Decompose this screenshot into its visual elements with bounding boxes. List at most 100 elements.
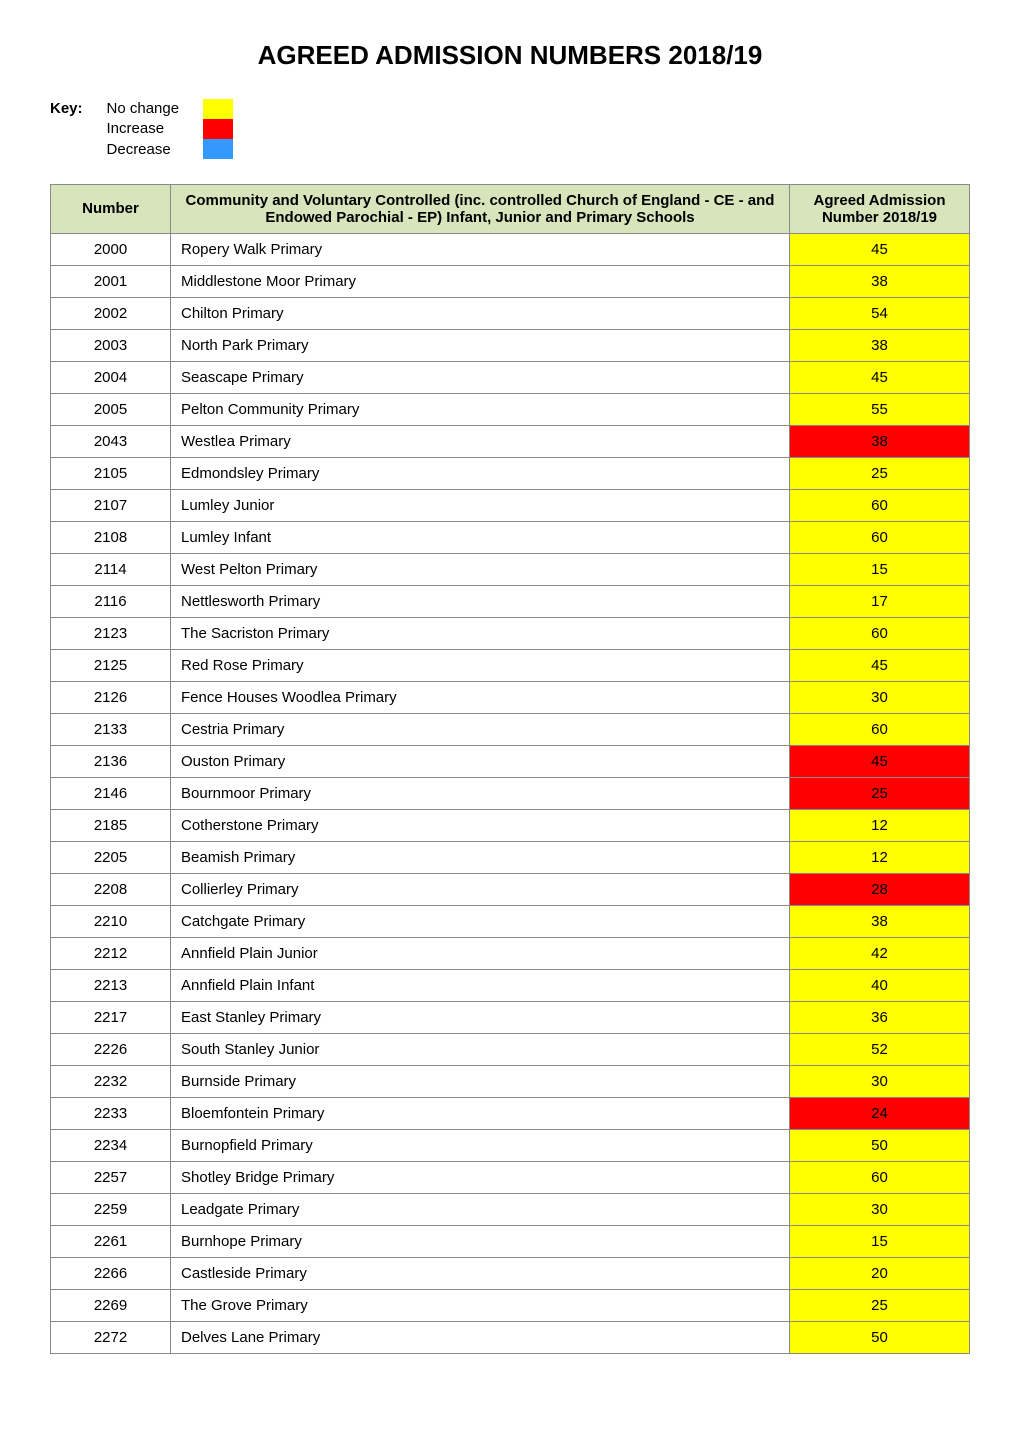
cell-admission-number: 50: [790, 1321, 970, 1353]
table-row: 2116Nettlesworth Primary17: [51, 585, 970, 617]
admissions-table: Number Community and Voluntary Controlle…: [50, 184, 970, 1354]
cell-number: 2000: [51, 233, 171, 265]
cell-number: 2125: [51, 649, 171, 681]
cell-school-name: Shotley Bridge Primary: [171, 1161, 790, 1193]
key-item-decrease: Decrease: [107, 140, 180, 160]
cell-number: 2261: [51, 1225, 171, 1257]
cell-admission-number: 38: [790, 425, 970, 457]
cell-number: 2133: [51, 713, 171, 745]
cell-admission-number: 15: [790, 1225, 970, 1257]
cell-number: 2259: [51, 1193, 171, 1225]
table-row: 2212Annfield Plain Junior42: [51, 937, 970, 969]
cell-admission-number: 25: [790, 1289, 970, 1321]
cell-number: 2136: [51, 745, 171, 777]
key-swatches: [203, 99, 233, 159]
table-row: 2105Edmondsley Primary25: [51, 457, 970, 489]
cell-school-name: Burnside Primary: [171, 1065, 790, 1097]
cell-school-name: Delves Lane Primary: [171, 1321, 790, 1353]
cell-number: 2272: [51, 1321, 171, 1353]
cell-admission-number: 20: [790, 1257, 970, 1289]
cell-school-name: Leadgate Primary: [171, 1193, 790, 1225]
cell-number: 2146: [51, 777, 171, 809]
cell-number: 2126: [51, 681, 171, 713]
cell-number: 2043: [51, 425, 171, 457]
table-row: 2004Seascape Primary45: [51, 361, 970, 393]
cell-admission-number: 50: [790, 1129, 970, 1161]
table-row: 2259Leadgate Primary30: [51, 1193, 970, 1225]
cell-admission-number: 17: [790, 585, 970, 617]
cell-admission-number: 12: [790, 841, 970, 873]
cell-school-name: Beamish Primary: [171, 841, 790, 873]
cell-school-name: Cotherstone Primary: [171, 809, 790, 841]
swatch-increase: [203, 119, 233, 139]
cell-number: 2116: [51, 585, 171, 617]
cell-number: 2213: [51, 969, 171, 1001]
cell-school-name: Burnhope Primary: [171, 1225, 790, 1257]
table-row: 2257Shotley Bridge Primary60: [51, 1161, 970, 1193]
cell-school-name: Annfield Plain Junior: [171, 937, 790, 969]
cell-number: 2114: [51, 553, 171, 585]
cell-number: 2217: [51, 1001, 171, 1033]
col-header-number: Number: [51, 184, 171, 233]
cell-admission-number: 38: [790, 265, 970, 297]
cell-admission-number: 40: [790, 969, 970, 1001]
cell-admission-number: 25: [790, 777, 970, 809]
cell-admission-number: 45: [790, 361, 970, 393]
cell-school-name: North Park Primary: [171, 329, 790, 361]
cell-admission-number: 24: [790, 1097, 970, 1129]
key-label: Key:: [50, 99, 83, 117]
table-body: 2000Ropery Walk Primary452001Middlestone…: [51, 233, 970, 1353]
table-row: 2126Fence Houses Woodlea Primary30: [51, 681, 970, 713]
cell-admission-number: 30: [790, 1193, 970, 1225]
cell-number: 2185: [51, 809, 171, 841]
cell-number: 2233: [51, 1097, 171, 1129]
cell-admission-number: 42: [790, 937, 970, 969]
table-row: 2000Ropery Walk Primary45: [51, 233, 970, 265]
table-row: 2233Bloemfontein Primary24: [51, 1097, 970, 1129]
cell-admission-number: 60: [790, 713, 970, 745]
cell-school-name: Collierley Primary: [171, 873, 790, 905]
table-row: 2003North Park Primary38: [51, 329, 970, 361]
table-row: 2002Chilton Primary54: [51, 297, 970, 329]
cell-school-name: Ouston Primary: [171, 745, 790, 777]
table-header-row: Number Community and Voluntary Controlle…: [51, 184, 970, 233]
cell-admission-number: 30: [790, 681, 970, 713]
cell-admission-number: 52: [790, 1033, 970, 1065]
cell-number: 2234: [51, 1129, 171, 1161]
table-row: 2232Burnside Primary30: [51, 1065, 970, 1097]
cell-school-name: South Stanley Junior: [171, 1033, 790, 1065]
cell-number: 2004: [51, 361, 171, 393]
table-row: 2185Cotherstone Primary12: [51, 809, 970, 841]
cell-admission-number: 54: [790, 297, 970, 329]
cell-admission-number: 60: [790, 521, 970, 553]
key-legend: Key: No change Increase Decrease: [50, 99, 970, 160]
cell-school-name: The Grove Primary: [171, 1289, 790, 1321]
table-row: 2005Pelton Community Primary55: [51, 393, 970, 425]
cell-number: 2001: [51, 265, 171, 297]
cell-school-name: Annfield Plain Infant: [171, 969, 790, 1001]
cell-number: 2108: [51, 521, 171, 553]
cell-number: 2232: [51, 1065, 171, 1097]
cell-admission-number: 45: [790, 233, 970, 265]
col-header-school: Community and Voluntary Controlled (inc.…: [171, 184, 790, 233]
cell-school-name: Lumley Infant: [171, 521, 790, 553]
cell-school-name: Seascape Primary: [171, 361, 790, 393]
cell-admission-number: 12: [790, 809, 970, 841]
cell-school-name: Middlestone Moor Primary: [171, 265, 790, 297]
table-row: 2261Burnhope Primary15: [51, 1225, 970, 1257]
cell-school-name: Cestria Primary: [171, 713, 790, 745]
cell-admission-number: 45: [790, 649, 970, 681]
cell-admission-number: 30: [790, 1065, 970, 1097]
table-row: 2107Lumley Junior60: [51, 489, 970, 521]
table-row: 2133Cestria Primary60: [51, 713, 970, 745]
cell-school-name: Ropery Walk Primary: [171, 233, 790, 265]
table-row: 2269The Grove Primary25: [51, 1289, 970, 1321]
swatch-decrease: [203, 139, 233, 159]
cell-number: 2266: [51, 1257, 171, 1289]
key-item-increase: Increase: [107, 119, 180, 139]
cell-school-name: Chilton Primary: [171, 297, 790, 329]
table-row: 2213Annfield Plain Infant40: [51, 969, 970, 1001]
cell-school-name: Lumley Junior: [171, 489, 790, 521]
cell-admission-number: 38: [790, 905, 970, 937]
table-row: 2001Middlestone Moor Primary38: [51, 265, 970, 297]
